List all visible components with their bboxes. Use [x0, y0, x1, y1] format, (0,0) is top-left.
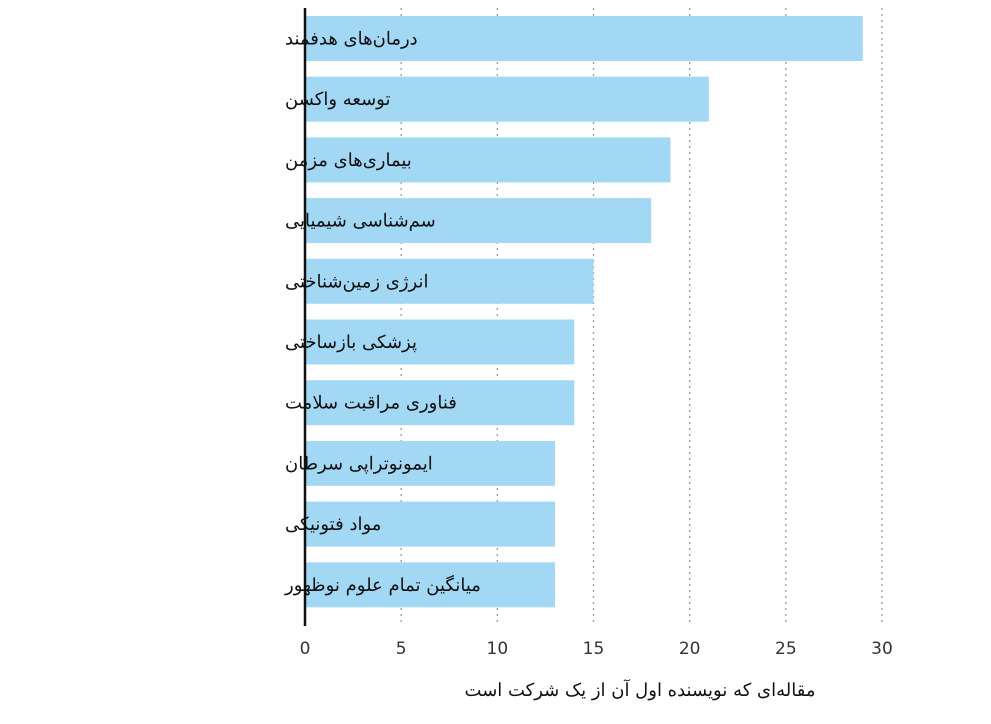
category-label: فناوری مراقبت سلامت [285, 393, 457, 414]
bar [305, 319, 575, 365]
bar [305, 562, 556, 608]
bars [305, 16, 863, 608]
x-tick-label: 0 [300, 639, 311, 659]
category-label: درمان‌های هدفمند [285, 29, 418, 50]
category-label: میانگین تمام علوم نوظهور [284, 574, 481, 596]
bar [305, 137, 671, 183]
category-label: پزشکی بازساختی [285, 332, 417, 353]
x-tick-labels: 0 5 10 15 20 25 30 [300, 639, 893, 659]
x-tick-label: 25 [775, 639, 797, 659]
bar [305, 380, 575, 426]
category-label: مواد فتونیکی [285, 514, 381, 535]
bar [305, 440, 556, 486]
category-label: بیماری‌های مزمن [285, 150, 412, 171]
bar [305, 501, 556, 547]
bar [305, 198, 652, 244]
bar [305, 76, 709, 122]
x-axis-title: مقاله‌ای که نویسنده اول آن از یک شرکت اس… [465, 679, 816, 701]
x-tick-label: 10 [487, 639, 509, 659]
category-label: ایمونوتراپی سرطان [285, 453, 433, 474]
category-label: انرژی زمین‌شناختی [285, 271, 428, 292]
bar [305, 16, 863, 61]
bar [305, 258, 594, 304]
x-tick-label: 20 [679, 639, 701, 659]
x-tick-label: 30 [871, 639, 893, 659]
category-label: توسعه واکسن [285, 89, 390, 110]
category-label: سم‌شناسی شیمیایی [285, 211, 436, 232]
x-tick-label: 15 [583, 639, 605, 659]
x-tick-label: 5 [396, 639, 407, 659]
category-labels: درمان‌های هدفمند توسعه واکسن بیماری‌های مز… [284, 29, 481, 596]
